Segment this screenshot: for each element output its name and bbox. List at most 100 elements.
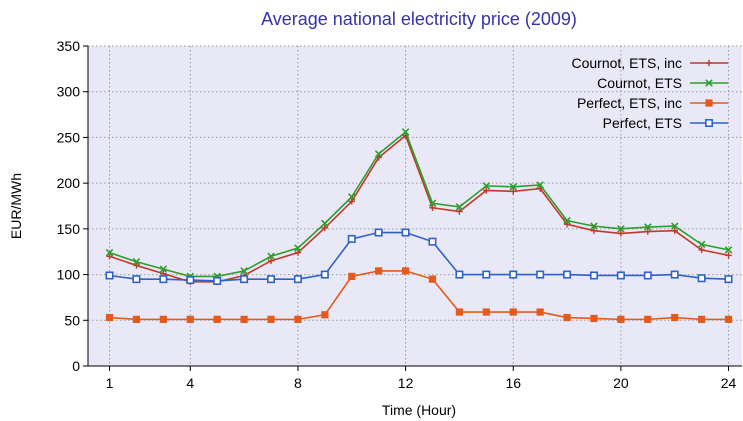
y-tick-label: 350 <box>57 38 81 54</box>
series-1 <box>106 132 732 286</box>
plus-marker <box>133 262 140 269</box>
y-tick-label: 150 <box>57 221 81 237</box>
plus-marker <box>267 257 275 265</box>
x-marker <box>347 193 356 201</box>
open-square-marker <box>616 271 625 280</box>
x-marker <box>590 222 598 230</box>
plus-marker <box>617 230 625 237</box>
open-square-marker <box>293 275 302 284</box>
legend-label: Perfect, ETS <box>603 115 682 131</box>
open-square-marker <box>401 228 410 237</box>
open-square-marker <box>374 228 383 237</box>
series-line <box>109 231 729 282</box>
open-square-marker <box>704 119 713 128</box>
open-square-marker <box>589 271 598 280</box>
square-marker <box>724 315 733 323</box>
plus-marker <box>321 224 329 232</box>
square-marker <box>213 315 221 323</box>
square-marker <box>267 315 275 323</box>
square-marker <box>321 311 329 319</box>
series-layer <box>105 128 733 323</box>
open-square-marker <box>482 270 491 279</box>
x-marker <box>617 225 625 233</box>
open-square-marker <box>455 270 464 279</box>
square-marker <box>671 313 679 322</box>
open-square-marker <box>670 270 679 279</box>
y-tick-label: 200 <box>57 175 81 191</box>
chart-title: Average national electricity price (2009… <box>261 9 577 29</box>
axes: 0 50 100 150 200 250 300 350 1 4 8 12 16 20 24 <box>57 38 742 391</box>
open-square-marker <box>347 234 356 243</box>
square-marker <box>509 308 517 316</box>
plus-marker <box>705 59 713 67</box>
open-square-marker <box>105 271 114 280</box>
x-tick-label: 24 <box>721 375 737 391</box>
plus-marker <box>106 253 113 260</box>
series-line <box>109 130 729 278</box>
x-marker <box>509 183 518 191</box>
plus-marker <box>294 249 302 256</box>
square-marker <box>294 315 302 323</box>
open-square-marker <box>159 275 168 284</box>
series-line <box>109 270 729 321</box>
square-marker <box>348 272 356 281</box>
plus-marker <box>483 187 490 194</box>
x-marker <box>455 203 464 211</box>
series-2 <box>105 128 733 281</box>
series-3 <box>105 267 733 323</box>
x-marker <box>159 265 168 273</box>
square-marker <box>455 308 464 316</box>
square-marker <box>105 313 114 322</box>
x-marker <box>267 252 275 261</box>
square-marker <box>617 315 625 323</box>
series-4 <box>105 228 733 285</box>
plus-marker <box>698 246 705 254</box>
x-marker <box>401 128 410 136</box>
open-square-marker <box>213 276 222 285</box>
plus-marker <box>644 228 652 235</box>
open-square-marker <box>697 274 706 283</box>
x-marker <box>132 258 141 266</box>
y-tick-label: 250 <box>57 129 81 145</box>
y-tick-label: 50 <box>64 312 80 328</box>
x-marker <box>294 244 302 252</box>
x-tick-label: 4 <box>186 375 194 391</box>
square-marker <box>132 315 141 323</box>
plus-marker <box>563 221 571 228</box>
x-marker <box>536 181 544 189</box>
x-marker <box>482 182 491 190</box>
open-square-marker <box>643 271 652 280</box>
open-square-marker <box>132 275 141 284</box>
plus-marker <box>510 188 517 195</box>
open-square-marker <box>536 270 545 279</box>
grid-lines <box>88 45 742 366</box>
square-marker <box>563 313 571 322</box>
plus-marker <box>590 227 598 234</box>
legend-label: Cournot, ETS <box>597 75 682 91</box>
open-square-marker <box>724 275 733 284</box>
x-marker <box>697 240 706 249</box>
square-marker <box>482 308 490 316</box>
open-square-marker <box>428 237 437 246</box>
y-axis-label: EUR/MWh <box>8 173 24 239</box>
square-marker <box>698 315 706 323</box>
plus-marker <box>671 227 678 234</box>
square-marker <box>186 315 194 323</box>
x-marker <box>240 267 248 275</box>
y-tick-label: 300 <box>57 84 81 100</box>
y-tick-label: 100 <box>57 267 81 283</box>
square-marker <box>240 315 248 323</box>
x-marker <box>705 79 713 87</box>
legend: Cournot, ETS, inc Cournot, ETS Perfect, ET… <box>572 55 728 131</box>
x-marker <box>644 223 652 231</box>
open-square-marker <box>509 270 518 279</box>
legend-label: Cournot, ETS, inc <box>572 55 683 71</box>
square-marker <box>644 315 652 323</box>
square-marker <box>159 315 167 323</box>
legend-entry-4: Perfect, ETS <box>603 115 728 131</box>
plus-marker <box>725 252 732 259</box>
square-marker <box>536 308 544 316</box>
legend-entry-2: Cournot, ETS <box>597 75 728 91</box>
legend-entry-1: Cournot, ETS, inc <box>572 55 728 71</box>
